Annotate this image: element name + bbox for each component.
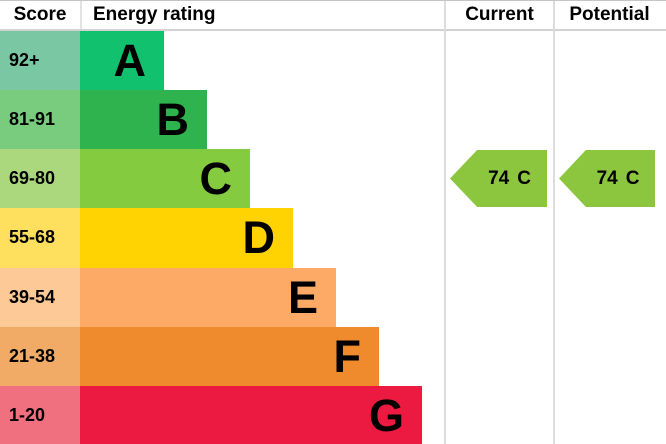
rating-letter: G <box>368 389 404 441</box>
rating-letter: F <box>333 330 362 382</box>
rating-bar: F <box>80 326 379 386</box>
energy-rating-column-header: Energy rating <box>93 4 216 25</box>
epc-row-d: 55-68 D <box>0 208 444 268</box>
score-range: 55-68 <box>0 208 80 268</box>
current-column-header: Current <box>465 4 534 25</box>
current-band: C <box>517 167 531 189</box>
score-range: 39-54 <box>0 267 80 327</box>
rating-letter: A <box>113 35 147 87</box>
score-range: 69-80 <box>0 149 80 209</box>
rating-letter: B <box>156 94 190 146</box>
epc-row-e: 39-54 E <box>0 267 444 327</box>
score-range: 92+ <box>0 31 80 91</box>
score-range: 1-20 <box>0 385 80 444</box>
potential-band: C <box>625 167 640 189</box>
potential-value: 74 <box>596 167 618 189</box>
score-column-header: Score <box>13 4 67 25</box>
rating-bar: B <box>80 90 207 150</box>
rating-letter: C <box>199 153 233 205</box>
current-value: 74 <box>488 167 510 189</box>
epc-row-b: 81-91 B <box>0 90 444 150</box>
rating-bar: E <box>80 267 336 327</box>
potential-arrow: 74 C <box>559 150 655 207</box>
rating-bands: 92+ A 81-91 B 69-80 C 55-68 D 39-54 E 21… <box>0 31 444 444</box>
rating-bar: G <box>80 385 422 444</box>
current-column-divider <box>444 1 446 444</box>
rating-letter: D <box>242 212 276 264</box>
current-arrow: 74 C <box>450 150 547 207</box>
rating-bar: D <box>80 208 293 268</box>
epc-row-c: 69-80 C <box>0 149 444 209</box>
rating-letter: E <box>287 271 318 323</box>
epc-row-a: 92+ A <box>0 31 444 91</box>
score-range: 81-91 <box>0 90 80 150</box>
table-header: Score Energy rating Current Potential <box>0 1 666 31</box>
epc-row-f: 21-38 F <box>0 326 444 386</box>
header-divider <box>80 1 82 29</box>
potential-column-header: Potential <box>569 4 650 25</box>
potential-column-divider <box>553 1 555 444</box>
epc-row-g: 1-20 G <box>0 385 444 444</box>
rating-bar: C <box>80 149 250 209</box>
score-range: 21-38 <box>0 326 80 386</box>
rating-bar: A <box>80 31 164 91</box>
